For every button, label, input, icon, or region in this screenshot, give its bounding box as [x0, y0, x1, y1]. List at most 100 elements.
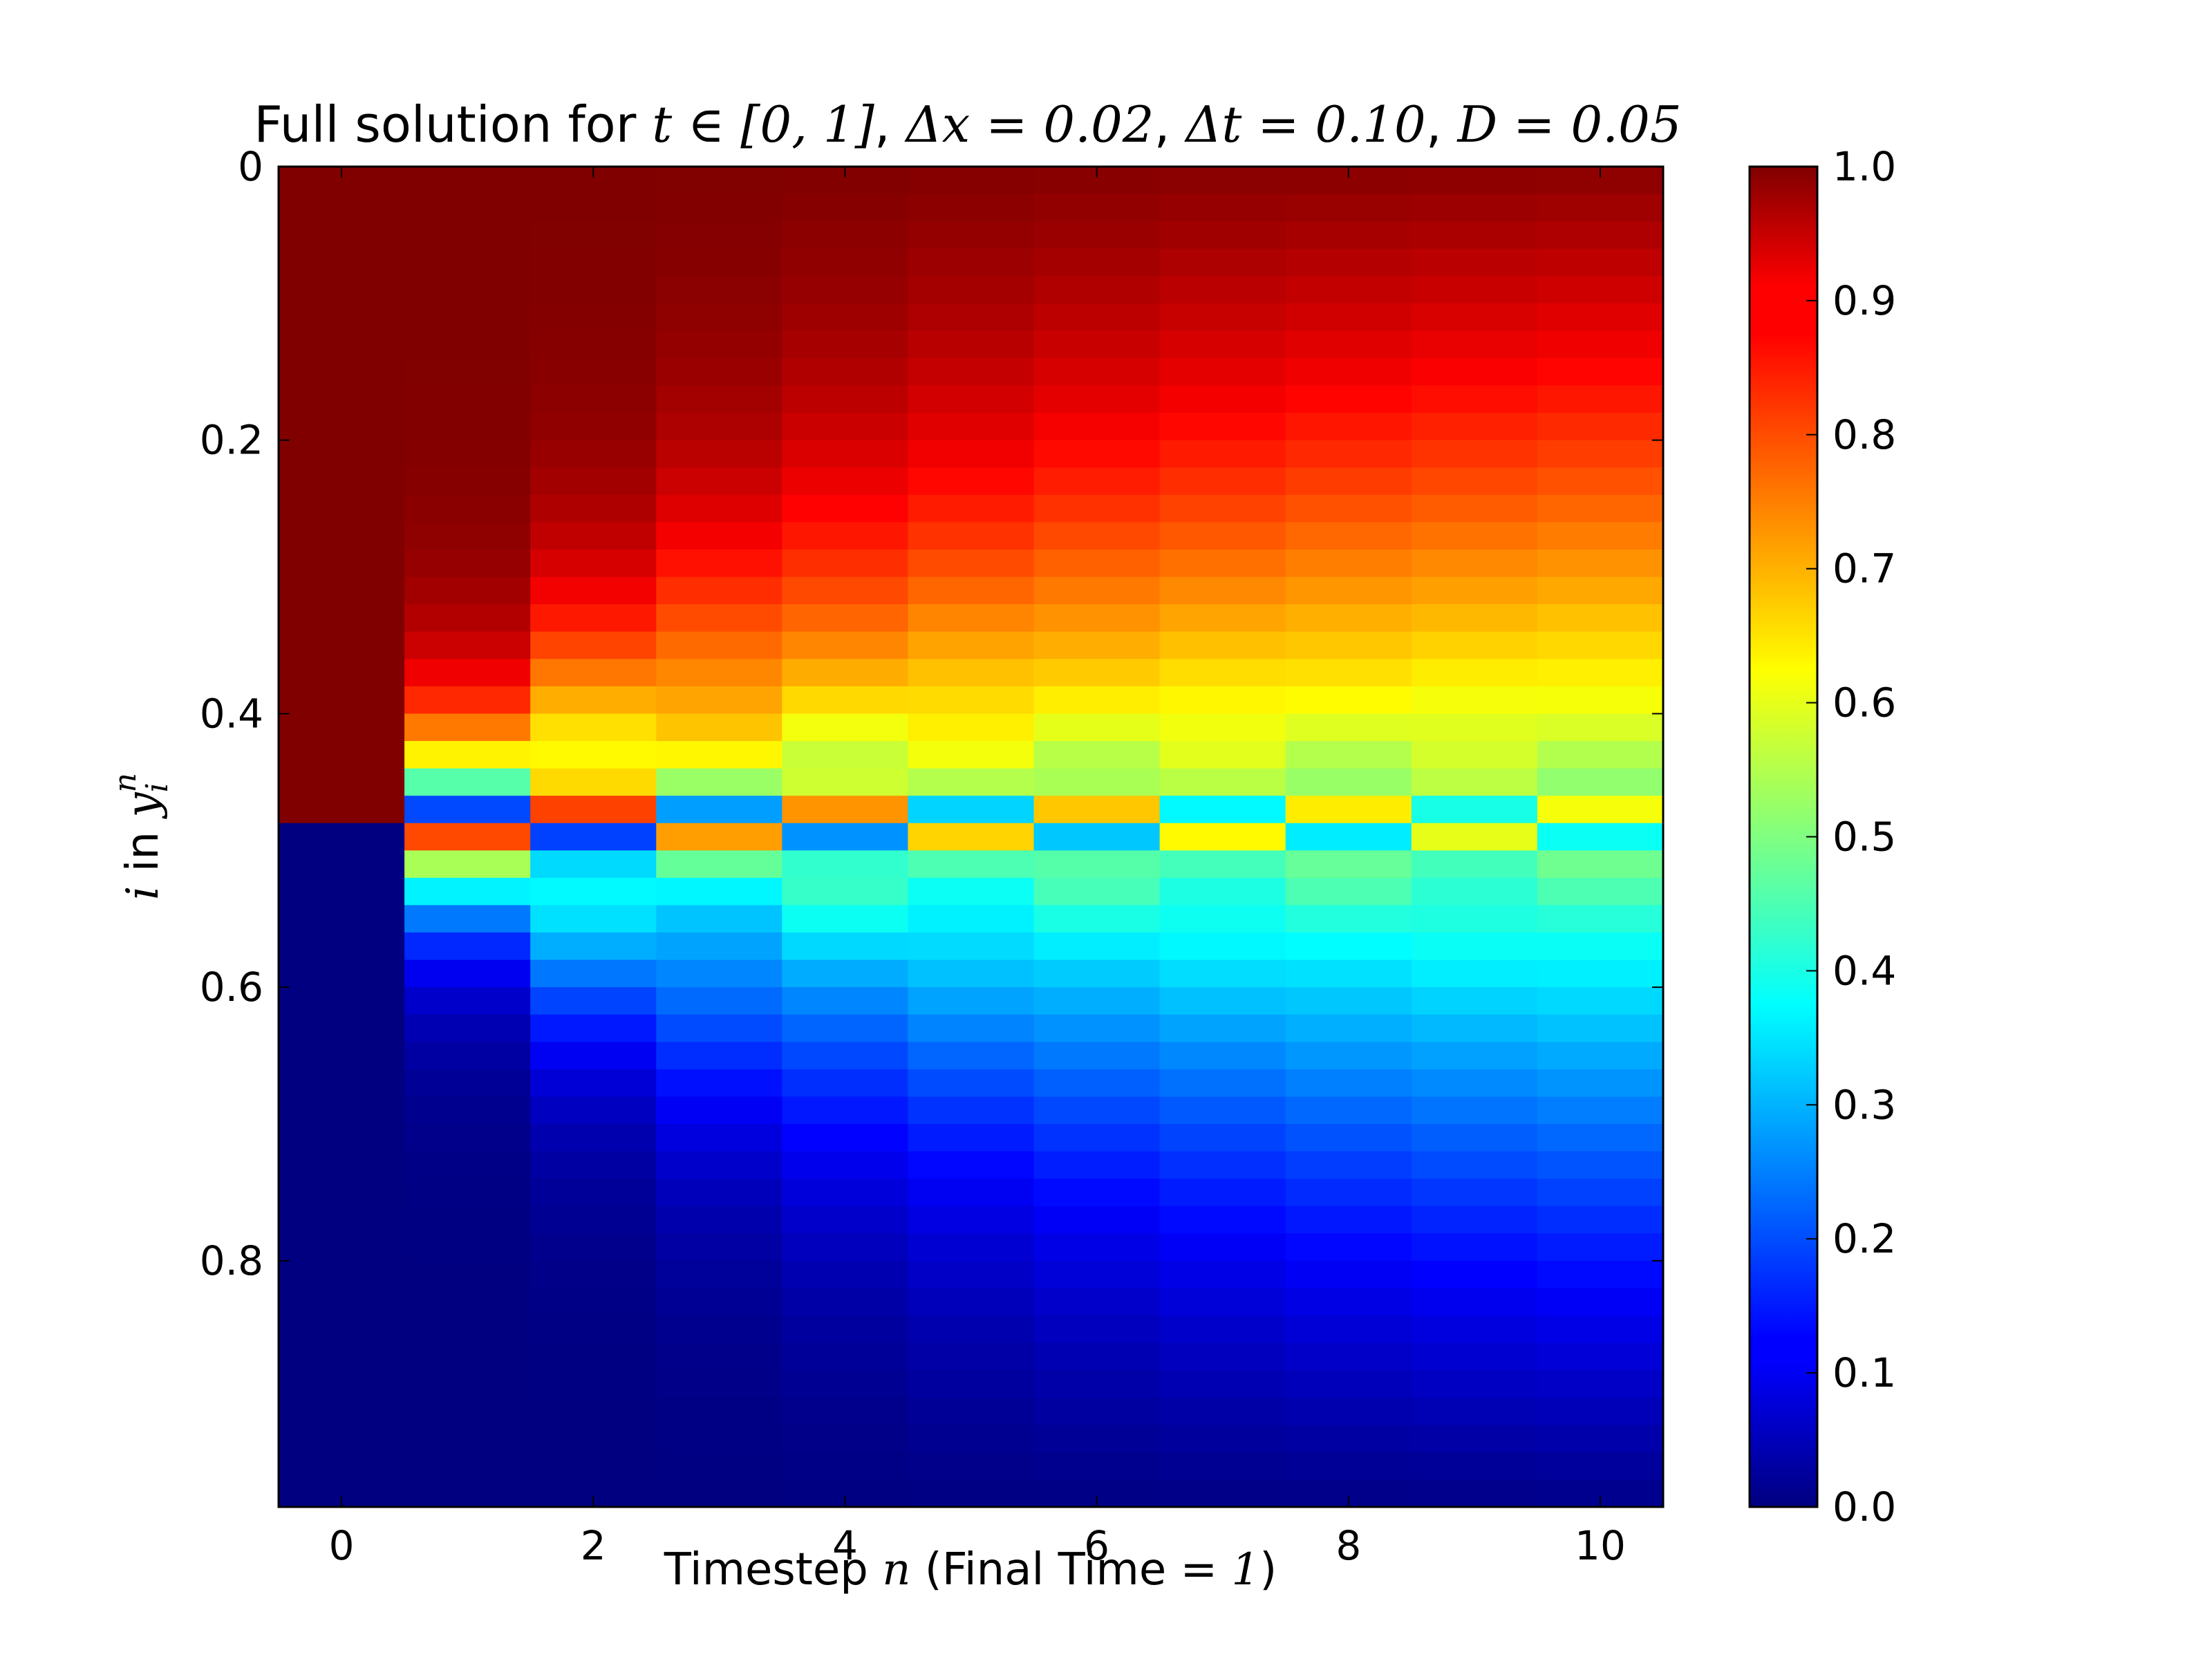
y-tick-label: 0.6 [200, 964, 263, 1011]
heatmap-cell [1537, 686, 1664, 715]
heatmap-cell [1285, 850, 1412, 879]
heatmap-cell [279, 713, 405, 742]
heatmap-cell [530, 494, 657, 523]
heatmap-cell [1285, 1370, 1412, 1398]
heatmap-cell [782, 440, 909, 469]
colorbar-tick-label: 0.0 [1833, 1483, 1896, 1530]
heatmap-cell [1033, 987, 1161, 1015]
heatmap-cell [1411, 1370, 1538, 1398]
heatmap-cell [1537, 987, 1664, 1015]
heatmap-cell [1537, 1452, 1664, 1481]
heatmap-cell [1285, 358, 1412, 386]
heatmap-cell [1033, 194, 1161, 222]
heatmap-cell [656, 550, 783, 578]
colorbar-tick-label: 0.1 [1833, 1349, 1896, 1396]
heatmap-cell [1159, 659, 1286, 687]
heatmap-cell [404, 850, 531, 879]
colorbar-tick-label: 0.6 [1833, 679, 1896, 727]
heatmap-cell [656, 1206, 783, 1235]
heatmap-cell [782, 1452, 909, 1481]
heatmap-cell [1159, 522, 1286, 550]
heatmap-cell [1537, 330, 1664, 359]
heatmap-cell [1159, 1397, 1286, 1426]
heatmap-cell [279, 248, 405, 277]
heatmap-cell [656, 1124, 783, 1152]
heatmap-cell [1033, 1260, 1161, 1289]
heatmap-cell [1411, 1179, 1538, 1207]
heatmap-cell [530, 1069, 657, 1098]
heatmap-cell [279, 932, 405, 961]
heatmap-cell [656, 823, 783, 852]
heatmap-cell [1537, 1397, 1664, 1426]
heatmap-cell [782, 358, 909, 386]
heatmap-cell [1537, 194, 1664, 222]
heatmap-cell [1411, 768, 1538, 796]
heatmap-cell [404, 823, 531, 852]
heatmap-cell [1285, 577, 1412, 605]
y-tick-label: 0.8 [200, 1237, 263, 1284]
heatmap-cell [1537, 959, 1664, 988]
heatmap-cell [1033, 330, 1161, 359]
heatmap-cell [530, 1425, 657, 1453]
heatmap-cell [782, 550, 909, 578]
heatmap-cell [782, 413, 909, 441]
title-sep-3: , [1426, 95, 1458, 153]
heatmap-cell [782, 330, 909, 359]
x-axis-label: Timestep n (Final Time = 1) [664, 1544, 1277, 1595]
heatmap-cell [908, 713, 1035, 742]
heatmap-cell [1537, 467, 1664, 496]
heatmap-cell [1411, 248, 1538, 277]
colorbar-tick-label: 0.8 [1833, 411, 1896, 458]
heatmap-cell [1159, 850, 1286, 879]
heatmap-cell [1411, 276, 1538, 304]
heatmap-cell [279, 1260, 405, 1289]
heatmap-cell [908, 768, 1035, 796]
heatmap-cell [1159, 1069, 1286, 1098]
heatmap-cell [530, 850, 657, 879]
heatmap-cell [1033, 741, 1161, 769]
heatmap-cell [530, 330, 657, 359]
heatmap-cell [530, 796, 657, 824]
heatmap-cell [1537, 1096, 1664, 1125]
heatmap-cell [404, 1425, 531, 1453]
heatmap-cell [1411, 1315, 1538, 1344]
heatmap-cell [908, 1452, 1035, 1481]
heatmap-cell [908, 1179, 1035, 1207]
heatmap-cell [1033, 1342, 1161, 1371]
plot-frame [277, 165, 1665, 1508]
heatmap-cell [908, 303, 1035, 332]
heatmap-cell [530, 741, 657, 769]
colorbar-tick-label: 0.4 [1833, 947, 1896, 994]
heatmap-cell [1411, 194, 1538, 222]
heatmap-cell [1537, 659, 1664, 687]
x-tick-label: 10 [1575, 1522, 1626, 1569]
heatmap-cell [1411, 1479, 1538, 1508]
heatmap-cell [404, 987, 531, 1015]
heatmap-cell [404, 303, 531, 332]
heatmap-cell [404, 467, 531, 496]
heatmap-cell [908, 467, 1035, 496]
heatmap-cell [656, 1151, 783, 1179]
heatmap-cell [1411, 659, 1538, 687]
heatmap-cell [656, 167, 783, 195]
heatmap-cell [530, 194, 657, 222]
heatmap-cell [1159, 932, 1286, 961]
heatmap-cell [656, 1233, 783, 1262]
xlabel-val: 1 [1232, 1544, 1260, 1595]
heatmap-cell [1033, 1179, 1161, 1207]
heatmap-cell [1033, 1452, 1161, 1481]
heatmap-cell [656, 1014, 783, 1043]
heatmap-cell [1411, 167, 1538, 195]
heatmap-cell [1033, 631, 1161, 660]
heatmap-cell [279, 1151, 405, 1179]
heatmap-cell [1159, 1179, 1286, 1207]
heatmap-cell [1033, 1096, 1161, 1125]
heatmap-cell [656, 440, 783, 469]
heatmap-cell [1411, 413, 1538, 441]
heatmap-cell [1159, 713, 1286, 742]
heatmap-cell [1411, 713, 1538, 742]
heatmap-cell [279, 467, 405, 496]
heatmap-cell [1159, 167, 1286, 195]
heatmap-cell [1159, 686, 1286, 715]
heatmap-cell [656, 577, 783, 605]
